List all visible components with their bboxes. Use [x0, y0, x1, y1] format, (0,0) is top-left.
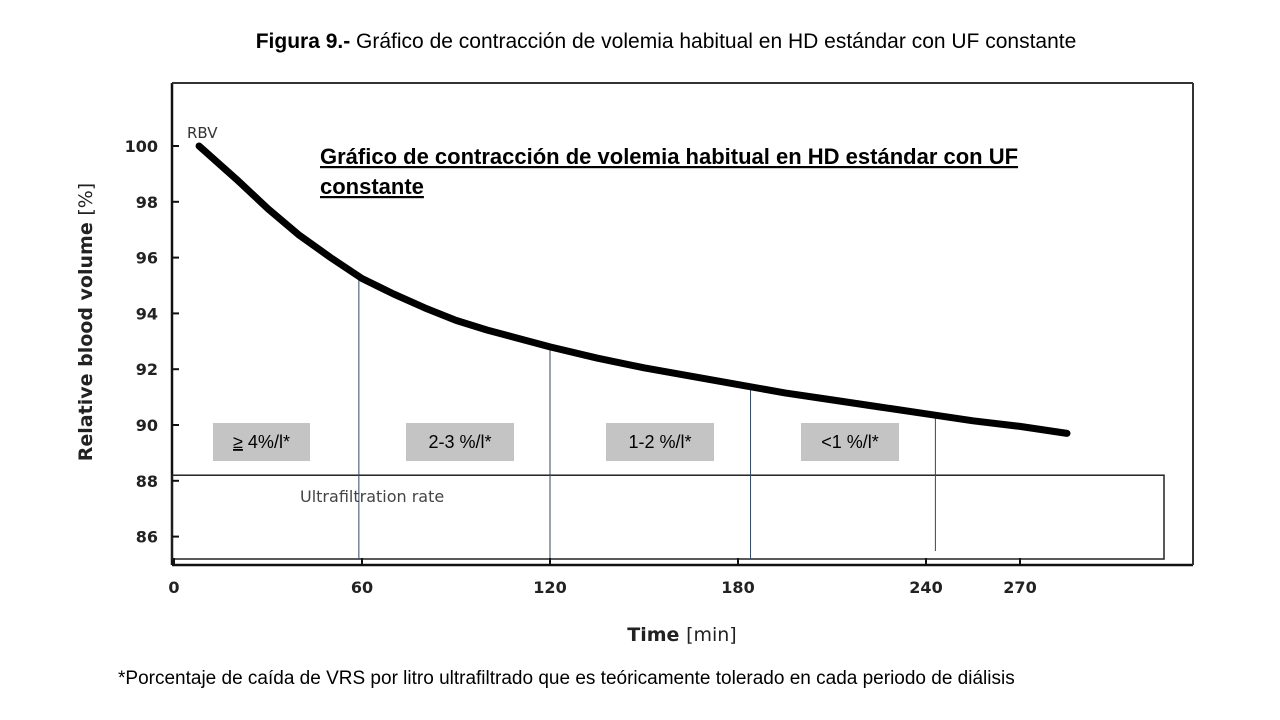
y-tick-label: 90	[136, 416, 158, 435]
y-tick-label: 94	[136, 304, 158, 323]
x-tick-label: 270	[1003, 578, 1036, 597]
x-axis-ticks: 0 60 120 180 240 270	[168, 558, 1037, 597]
series-label-rbv: RBV	[187, 124, 218, 142]
x-tick-label: 180	[721, 578, 754, 597]
y-tick-label: 100	[125, 137, 158, 156]
rate-label-bg	[801, 423, 899, 461]
y-axis-ticks: 86 88 90 92 94 96 98 100	[125, 137, 179, 547]
chart-title-line-1: Gráfico de contracción de volemia habitu…	[320, 144, 1018, 169]
rate-label-bg	[606, 423, 714, 461]
rate-label-bg	[213, 423, 310, 461]
figure-title-text: Gráfico de contracción de volemia habitu…	[350, 30, 1077, 53]
ultrafiltration-rect	[171, 474, 1165, 560]
rate-label: <1 %/l*	[821, 432, 879, 452]
x-tick-label: 240	[909, 578, 942, 597]
rate-label-text: 2-3 %/l*	[428, 432, 491, 452]
x-tick-label: 60	[351, 578, 373, 597]
rate-label-prefix: ≥	[233, 432, 243, 452]
rbv-series	[195, 142, 1071, 437]
figure-title: Figura 9.- Gráfico de contracción de vol…	[0, 30, 1280, 54]
rbv-line	[195, 142, 1071, 437]
y-tick-label: 96	[136, 249, 158, 268]
x-tick-label: 0	[168, 578, 179, 597]
y-tick-label: 88	[136, 472, 158, 491]
period-dividers	[358, 276, 936, 559]
x-tick-label: 120	[533, 578, 566, 597]
x-axis-label: Time [min]	[627, 624, 736, 646]
rate-label: ≥ 4%/l*	[233, 432, 290, 452]
y-tick-label: 86	[136, 528, 158, 547]
rate-label-text: 1-2 %/l*	[628, 432, 691, 452]
footnote: *Porcentaje de caída de VRS por litro ul…	[118, 668, 1015, 689]
chart-title-line-2: constante	[320, 174, 424, 199]
rate-label-text: <1 %/l*	[821, 432, 879, 452]
rate-label: 1-2 %/l*	[628, 432, 691, 452]
rate-label-bg	[406, 423, 514, 461]
rate-label: 2-3 %/l*	[428, 432, 491, 452]
y-tick-label: 98	[136, 193, 158, 212]
y-tick-label: 92	[136, 360, 158, 379]
rate-label-text: 4%/l*	[243, 432, 290, 452]
figure-title-number: Figura 9.-	[255, 30, 351, 53]
ultrafiltration-box: Ultrafiltration rate	[171, 474, 1165, 560]
ultrafiltration-label: Ultrafiltration rate	[300, 487, 444, 506]
y-axis-label: Relative blood volume [%]	[75, 183, 97, 461]
rate-labels: ≥ 4%/l* 2-3 %/l* 1-2 %/l* <1 %/l*	[213, 423, 899, 461]
